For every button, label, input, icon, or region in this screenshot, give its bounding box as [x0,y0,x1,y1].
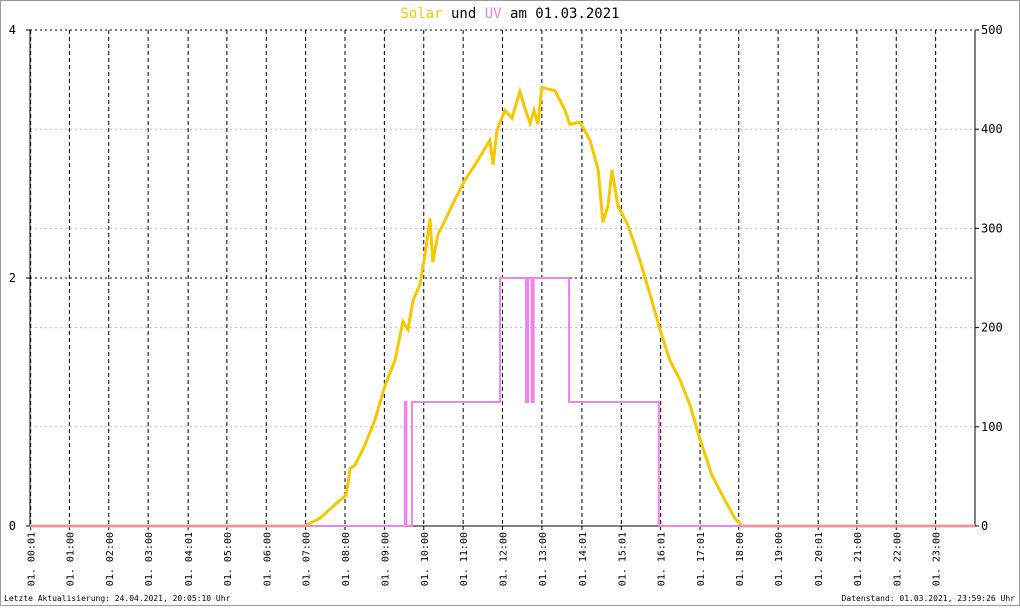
y2-tick-label: 400 [981,122,1003,136]
y-tick-label: 0 [9,519,16,533]
x-tick-label: 01. 19:00 [774,532,785,586]
chart-title: Solar und UV am 01.03.2021 [400,6,619,22]
x-tick-label: 01. 06:00 [262,532,273,586]
title-solar: Solar [400,6,442,22]
x-tick-label: 01. 05:00 [223,532,234,586]
x-tick-label: 01. 17:01 [696,532,707,586]
x-tick-label: 01. 12:00 [499,532,510,586]
title-date: am 01.03.2021 [510,6,620,22]
x-tick-label: 01. 22:00 [892,532,903,586]
x-tick-label: 01. 02:00 [105,532,116,586]
x-tick-label: 01. 20:01 [814,532,825,586]
title-join: und [451,6,476,22]
y2-tick-label: 100 [981,420,1003,434]
y2-tick-label: 300 [981,221,1003,235]
title-uv: UV [485,6,502,22]
x-tick-label: 01. 09:00 [380,532,391,586]
x-tick-label: 01. 03:00 [144,532,155,586]
x-tick-label: 01. 14:01 [578,532,589,586]
series-line [30,277,975,527]
y2-tick-label: 500 [981,23,1003,37]
x-tick-label: 01. 10:00 [420,532,431,586]
footer-left: Letzte Aktualisierung: 24.04.2021, 20:05… [4,594,231,603]
x-tick-label: 01. 18:00 [735,532,746,586]
y2-tick-label: 200 [981,321,1003,335]
x-tick-label: 01. 01:00 [65,532,76,586]
x-tick-label: 01. 15:01 [617,532,628,586]
y-tick-label: 2 [9,271,16,285]
y2-tick-label: 0 [981,519,988,533]
x-tick-label: 01. 04:01 [184,532,195,586]
x-tick-label: 01. 07:00 [302,532,313,586]
x-tick-label: 01. 08:00 [341,532,352,586]
x-tick-label: 01. 11:00 [459,532,470,586]
x-tick-label: 01. 13:00 [538,532,549,586]
x-tick-label: 01. 00:01 [27,532,38,586]
series-line [30,85,975,528]
footer-right: Datenstand: 01.03.2021, 23:59:26 Uhr [842,594,1016,603]
x-tick-label: 01. 23:00 [932,532,943,586]
x-tick-label: 01. 21:00 [853,532,864,586]
y-tick-label: 4 [9,23,16,37]
x-tick-label: 01. 16:01 [657,532,668,586]
